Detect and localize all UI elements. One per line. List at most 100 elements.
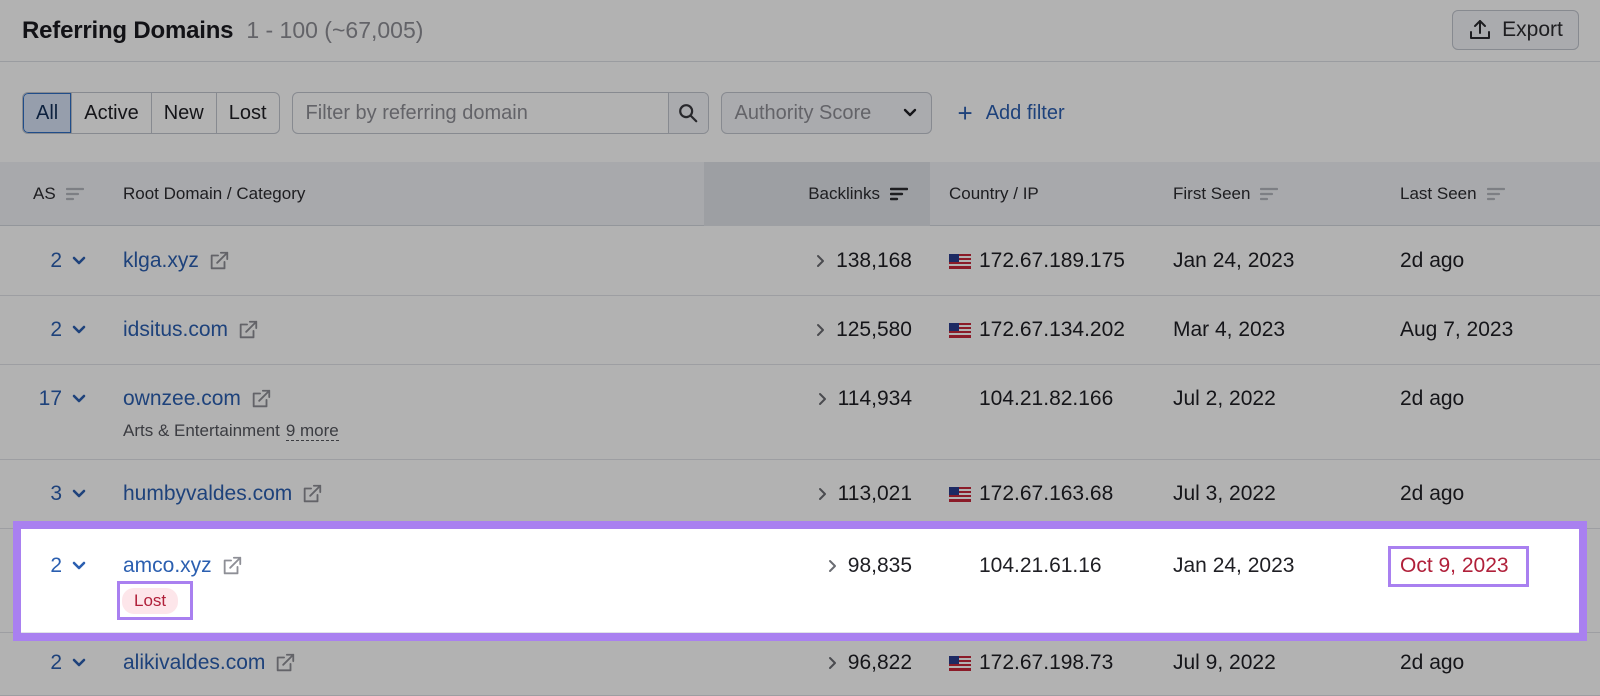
segment-active[interactable]: Active (71, 93, 150, 133)
last-seen: 2d ago (1400, 482, 1465, 505)
authority-score: 3 (50, 482, 62, 505)
domain-name: alikivaldes.com (123, 651, 266, 674)
last-seen: 2d ago (1400, 387, 1465, 410)
ip-address: 172.67.163.68 (979, 482, 1114, 505)
authority-score: 2 (50, 249, 62, 272)
upload-icon (1470, 20, 1491, 39)
domain-link[interactable]: humbyvaldes.com (123, 482, 323, 506)
plus-icon: + (957, 98, 973, 128)
table-row-highlighted: 2 amco.xyz Lost 98,835 104.21.61.16 Jan … (0, 529, 1600, 633)
first-seen: Jan 24, 2023 (1173, 554, 1295, 577)
authority-score-label: Authority Score (734, 101, 872, 124)
table-row: 17 ownzee.com Arts & Entertainment 9 more… (0, 365, 1600, 460)
domain-link[interactable]: klga.xyz (123, 249, 230, 273)
column-backlinks[interactable]: Backlinks (704, 162, 930, 226)
authority-score: 2 (50, 318, 62, 341)
authority-score-toggle[interactable]: 3 (24, 482, 86, 506)
backlinks-count[interactable]: 96,822 (828, 651, 912, 675)
domain-name: amco.xyz (123, 554, 212, 577)
first-seen: Jul 9, 2022 (1173, 651, 1276, 674)
domain-search (291, 92, 709, 134)
chevron-down-icon (72, 394, 86, 403)
sort-desc-icon (890, 187, 908, 201)
chevron-down-icon (72, 325, 86, 334)
ip-address: 172.67.189.175 (979, 249, 1125, 272)
chevron-down-icon (72, 658, 86, 667)
domain-link[interactable]: amco.xyz (123, 554, 243, 578)
first-seen: Mar 4, 2023 (1173, 318, 1286, 341)
column-as[interactable]: AS (33, 162, 103, 226)
domain-name: klga.xyz (123, 249, 199, 272)
chevron-right-icon (818, 488, 826, 500)
external-link-icon[interactable] (208, 250, 230, 272)
external-link-icon[interactable] (221, 555, 243, 577)
segment-lost[interactable]: Lost (215, 93, 279, 133)
domain-link[interactable]: alikivaldes.com (123, 651, 296, 675)
authority-score-dropdown[interactable]: Authority Score (720, 92, 932, 134)
backlinks-value: 125,580 (836, 318, 912, 341)
backlinks-value: 96,822 (847, 651, 912, 674)
backlinks-value: 114,934 (837, 387, 912, 410)
column-first-seen[interactable]: First Seen (1173, 162, 1373, 226)
chevron-right-icon (817, 324, 825, 336)
ip-address: 104.21.82.166 (979, 387, 1114, 410)
us-flag-icon (949, 655, 971, 671)
country-ip: 172.67.198.73 (949, 651, 1113, 675)
country-ip: 172.67.189.175 (949, 249, 1125, 273)
backlinks-value: 98,835 (847, 554, 912, 577)
chevron-down-icon (72, 256, 86, 265)
external-link-icon[interactable] (237, 319, 259, 341)
column-country-label: Country / IP (949, 184, 1039, 203)
country-ip: 104.21.82.166 (949, 387, 1113, 411)
domain-category: Arts & Entertainment 9 more (123, 421, 339, 441)
authority-score-toggle[interactable]: 2 (24, 651, 86, 675)
backlinks-count[interactable]: 138,168 (816, 249, 912, 273)
search-button[interactable] (667, 93, 708, 133)
more-categories-link[interactable]: 9 more (285, 421, 339, 441)
ip-address: 172.67.198.73 (979, 651, 1114, 674)
column-last-seen[interactable]: Last Seen (1400, 162, 1580, 226)
column-country: Country / IP (949, 162, 1149, 226)
last-seen: 2d ago (1400, 651, 1465, 674)
backlinks-count[interactable]: 114,934 (818, 387, 912, 411)
column-as-label: AS (33, 184, 56, 203)
domain-link[interactable]: idsitus.com (123, 318, 259, 342)
add-filter-label: Add filter (985, 101, 1065, 124)
backlinks-count[interactable]: 125,580 (816, 318, 912, 342)
status-badge: Lost (122, 588, 179, 614)
authority-score: 17 (38, 387, 62, 410)
export-button[interactable]: Export (1452, 10, 1579, 50)
status-segmented-control: All Active New Lost (22, 92, 280, 134)
external-link-icon[interactable] (274, 652, 296, 674)
backlinks-value: 138,168 (836, 249, 912, 272)
backlinks-value: 113,021 (837, 482, 912, 505)
column-last-seen-label: Last Seen (1400, 184, 1477, 203)
search-input[interactable] (292, 93, 668, 133)
add-filter-button[interactable]: + Add filter (958, 100, 1065, 126)
column-domain: Root Domain / Category (123, 162, 683, 226)
segment-all[interactable]: All (23, 93, 72, 133)
authority-score-toggle[interactable]: 2 (24, 249, 86, 273)
backlinks-count[interactable]: 98,835 (828, 554, 912, 578)
chevron-right-icon (828, 560, 836, 572)
authority-score-toggle[interactable]: 2 (24, 554, 86, 578)
ip-address: 104.21.61.16 (979, 554, 1102, 577)
authority-score-toggle[interactable]: 17 (24, 387, 86, 411)
lost-badge-highlight (117, 581, 193, 620)
sort-icon (1486, 187, 1505, 201)
table-row: 2 alikivaldes.com 96,822 172.67.198.73 J… (0, 633, 1600, 696)
filter-bar: All Active New Lost Authority Score + Ad… (22, 92, 1065, 134)
us-flag-icon (949, 486, 971, 502)
last-seen: Aug 7, 2023 (1400, 318, 1514, 341)
report-header: Referring Domains 1 - 100 (~67,005) Expo… (0, 0, 1600, 62)
segment-new[interactable]: New (150, 93, 216, 133)
domain-link[interactable]: ownzee.com (123, 387, 272, 411)
authority-score-toggle[interactable]: 2 (24, 318, 86, 342)
external-link-icon[interactable] (301, 483, 323, 505)
last-seen-lost: Oct 9, 2023 (1400, 554, 1509, 577)
chevron-down-icon (903, 108, 916, 117)
external-link-icon[interactable] (250, 388, 272, 410)
backlinks-count[interactable]: 113,021 (818, 482, 912, 506)
first-seen: Jan 24, 2023 (1173, 249, 1295, 272)
